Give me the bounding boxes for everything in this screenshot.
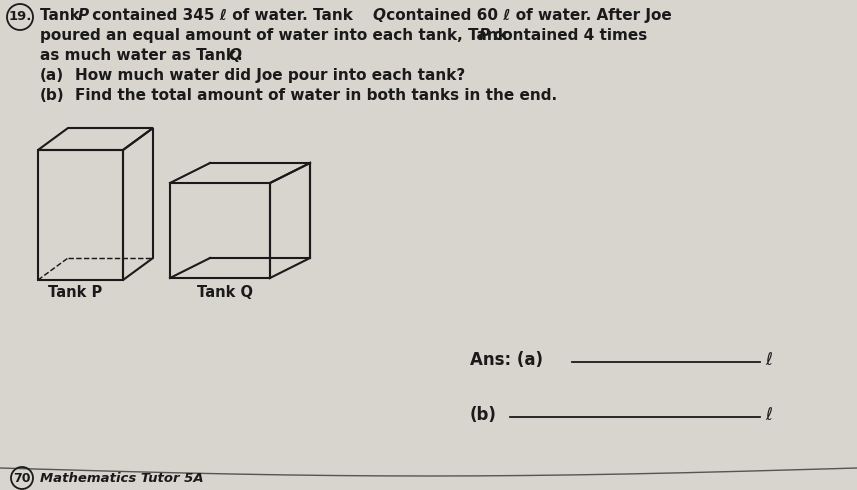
Text: ℓ: ℓ (765, 406, 772, 424)
Text: Q: Q (228, 48, 241, 63)
Text: Mathematics Tutor 5A: Mathematics Tutor 5A (40, 471, 204, 485)
Text: (b): (b) (40, 88, 64, 103)
Text: 70: 70 (13, 471, 31, 485)
Text: poured an equal amount of water into each tank, Tank: poured an equal amount of water into eac… (40, 28, 513, 43)
Text: Ans: (a): Ans: (a) (470, 351, 543, 369)
Text: as much water as Tank: as much water as Tank (40, 48, 242, 63)
Text: contained 4 times: contained 4 times (488, 28, 647, 43)
Text: How much water did Joe pour into each tank?: How much water did Joe pour into each ta… (75, 68, 465, 83)
Text: Tank P: Tank P (48, 285, 102, 300)
Text: .: . (237, 48, 243, 63)
Text: contained 60 ℓ of water. After Joe: contained 60 ℓ of water. After Joe (381, 8, 672, 23)
Text: Find the total amount of water in both tanks in the end.: Find the total amount of water in both t… (75, 88, 557, 103)
Text: contained 345 ℓ of water. Tank: contained 345 ℓ of water. Tank (87, 8, 358, 23)
Text: (b): (b) (470, 406, 497, 424)
Text: Tank Q: Tank Q (197, 285, 253, 300)
Text: 19.: 19. (9, 10, 32, 24)
Text: P: P (479, 28, 490, 43)
Text: ℓ: ℓ (765, 351, 772, 369)
Text: P: P (78, 8, 89, 23)
Text: Tank: Tank (40, 8, 85, 23)
Text: Q: Q (372, 8, 385, 23)
Text: (a): (a) (40, 68, 64, 83)
